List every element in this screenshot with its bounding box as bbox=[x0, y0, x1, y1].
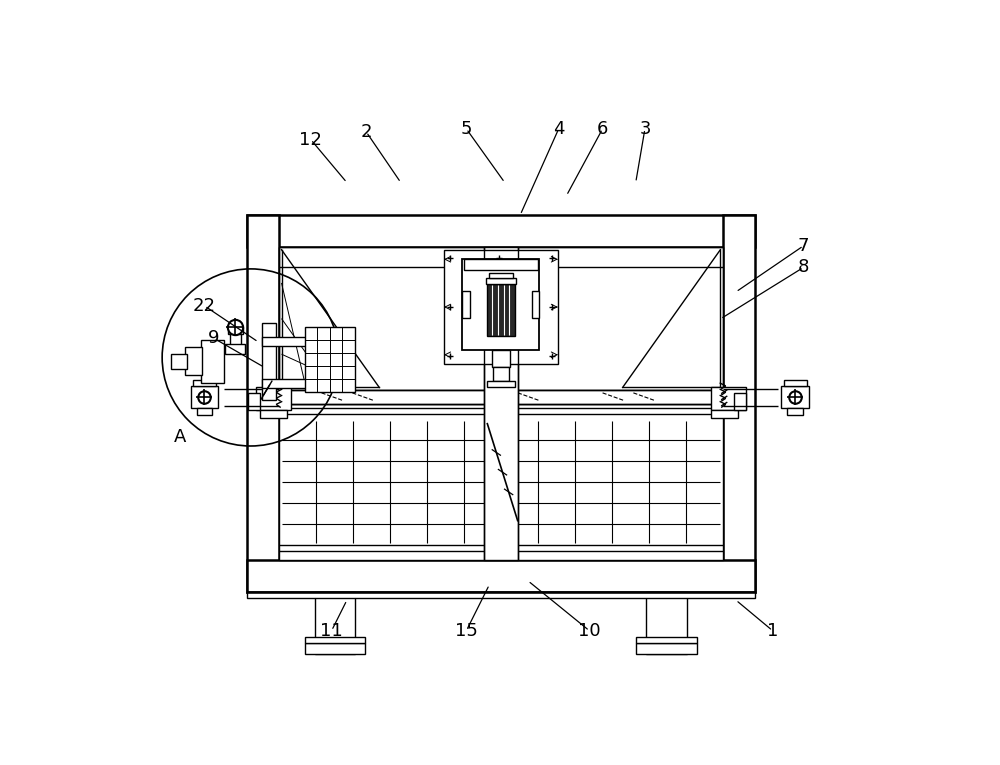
Bar bbox=[247, 215, 279, 592]
Bar bbox=[489, 273, 513, 278]
Bar bbox=[646, 592, 687, 654]
Bar bbox=[262, 337, 308, 346]
Bar bbox=[781, 386, 809, 408]
Text: 10: 10 bbox=[578, 622, 601, 640]
Bar bbox=[484, 247, 518, 560]
Bar bbox=[462, 291, 470, 318]
Text: 2: 2 bbox=[360, 123, 372, 141]
Bar bbox=[464, 259, 538, 270]
Bar bbox=[486, 278, 516, 284]
Text: 12: 12 bbox=[299, 131, 322, 148]
Bar bbox=[444, 250, 558, 364]
Bar bbox=[636, 643, 697, 654]
Bar bbox=[191, 386, 218, 408]
Bar bbox=[279, 247, 723, 390]
Bar bbox=[248, 393, 260, 410]
Bar bbox=[279, 404, 723, 560]
Text: 4: 4 bbox=[553, 120, 564, 138]
Bar bbox=[734, 393, 746, 410]
Bar bbox=[225, 344, 245, 353]
Bar bbox=[247, 215, 755, 247]
Text: 3: 3 bbox=[639, 120, 651, 138]
Bar bbox=[784, 379, 807, 386]
Bar bbox=[636, 637, 697, 643]
Bar bbox=[228, 327, 243, 334]
Bar bbox=[462, 259, 539, 350]
Bar bbox=[230, 334, 241, 346]
Text: 7: 7 bbox=[798, 237, 809, 255]
Bar bbox=[532, 291, 539, 318]
Text: 15: 15 bbox=[455, 622, 478, 640]
Bar bbox=[279, 390, 723, 404]
Bar bbox=[247, 560, 755, 592]
Text: 11: 11 bbox=[320, 622, 343, 640]
Bar bbox=[305, 643, 365, 654]
Text: 9: 9 bbox=[208, 329, 219, 347]
Text: 8: 8 bbox=[798, 259, 809, 276]
Bar bbox=[185, 347, 202, 375]
Bar bbox=[492, 350, 510, 367]
Bar bbox=[487, 381, 515, 387]
Bar bbox=[315, 592, 355, 654]
Text: A: A bbox=[174, 428, 186, 446]
Text: 6: 6 bbox=[597, 120, 608, 138]
Bar bbox=[262, 323, 276, 400]
Text: 5: 5 bbox=[461, 120, 472, 138]
Bar bbox=[171, 353, 187, 369]
Bar bbox=[723, 215, 755, 592]
Bar bbox=[193, 379, 216, 386]
Bar bbox=[493, 367, 509, 381]
Text: 1: 1 bbox=[767, 622, 778, 640]
Bar bbox=[247, 592, 755, 598]
Bar bbox=[260, 410, 287, 418]
Bar bbox=[711, 410, 738, 418]
Bar bbox=[201, 340, 224, 382]
Bar bbox=[305, 327, 355, 392]
Bar bbox=[256, 387, 291, 410]
Bar bbox=[262, 379, 308, 389]
Text: 22: 22 bbox=[193, 297, 216, 315]
Bar bbox=[487, 284, 515, 337]
Bar bbox=[305, 637, 365, 643]
Bar bbox=[711, 387, 746, 410]
Bar bbox=[197, 408, 212, 415]
Bar bbox=[787, 408, 803, 415]
